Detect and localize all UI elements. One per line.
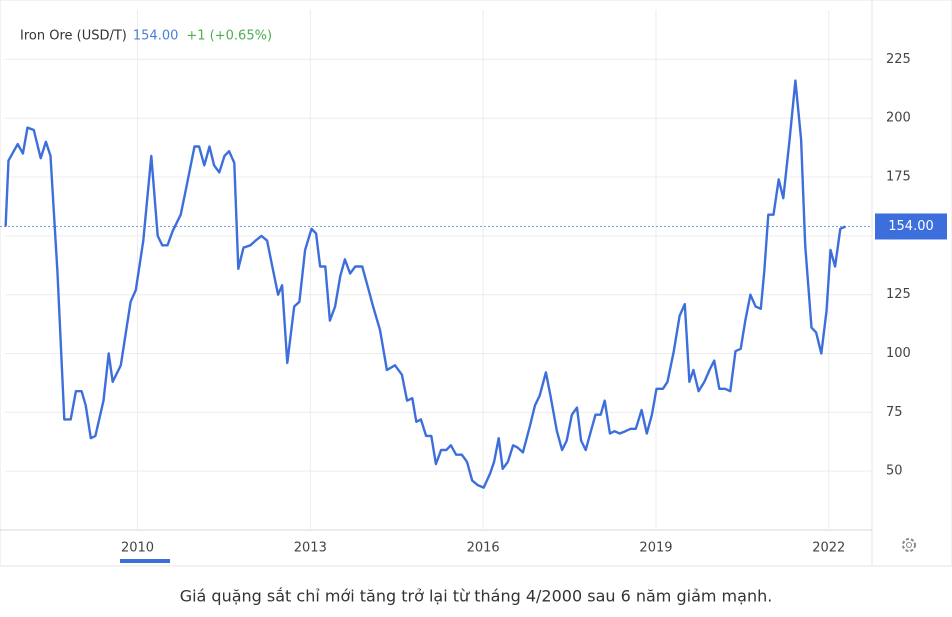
y-tick-label: 225	[886, 52, 911, 67]
y-tick-label: 75	[886, 405, 903, 420]
y-tick-label: 175	[886, 170, 911, 185]
price-line	[4, 79, 846, 489]
x-tick-label: 2019	[639, 541, 672, 556]
y-tick-label: 200	[886, 111, 911, 126]
x-tick-label: 2022	[812, 541, 845, 556]
y-tick-label: 100	[886, 346, 911, 361]
chart-title: Iron Ore (USD/T)	[20, 29, 127, 44]
change-label: +1 (+0.65%)	[186, 29, 272, 44]
y-tick-label: 50	[886, 464, 903, 479]
x-tick-label: 2010	[121, 541, 154, 556]
last-price-badge	[875, 213, 947, 240]
range-scroller[interactable]	[120, 559, 170, 563]
last-price-badge-label: 154.00	[888, 219, 934, 234]
caption: Giá quặng sắt chỉ mới tăng trở lại từ th…	[180, 587, 773, 606]
price-label: 154.00	[133, 29, 179, 44]
x-tick-label: 2016	[467, 541, 500, 556]
plot-layer: 5075100125150175200225201020132016201920…	[0, 0, 947, 566]
y-tick-label: 125	[886, 287, 911, 302]
x-tick-label: 2013	[294, 541, 327, 556]
settings-icon[interactable]	[902, 538, 916, 552]
